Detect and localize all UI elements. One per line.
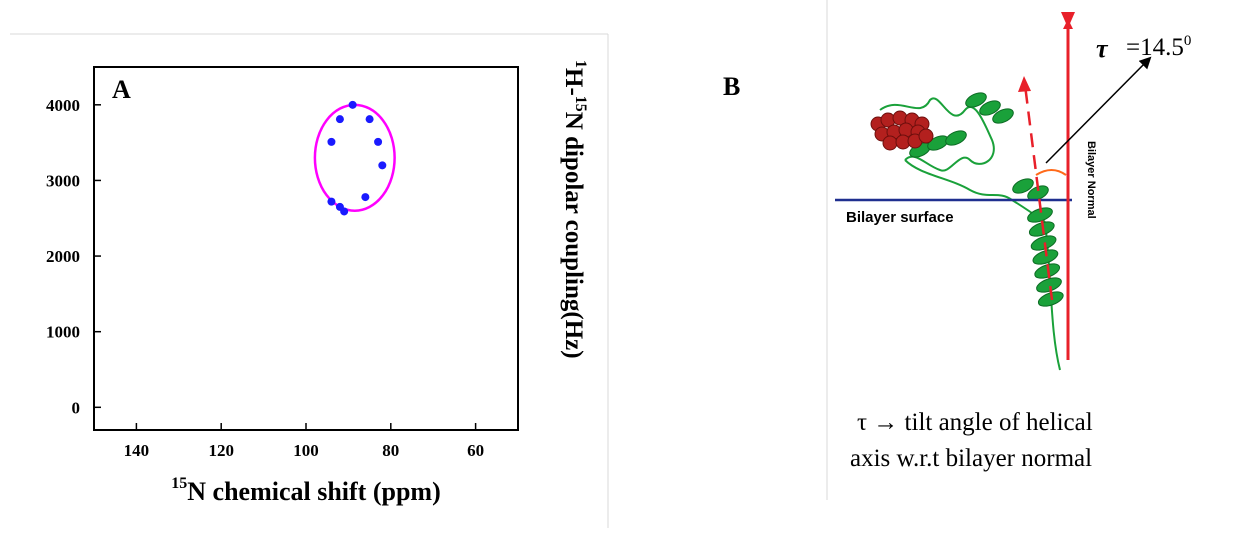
x-axis-label-text: N chemical shift (ppm) (187, 477, 440, 506)
helix-axis-arrowhead (1018, 76, 1031, 92)
x-axis-label: 15N chemical shift (ppm) (171, 475, 440, 506)
transmembrane-helix (1027, 207, 1064, 307)
protein-linker (904, 159, 1046, 223)
membrane-orientation-diagram: B Bilayer surface Bilayer Normal τ =14.5… (723, 0, 1191, 500)
fit-ellipse (313, 103, 396, 212)
caption-line-1: τ → tilt angle of helical (857, 409, 1093, 436)
caption-line-2: axis w.r.t bilayer normal (850, 445, 1092, 472)
plot-frame (93, 66, 519, 431)
helix-turn (979, 100, 1001, 116)
y-axis-label-superscript-2: 15 (572, 96, 589, 112)
y-tick-label: 4000 (46, 96, 80, 115)
data-marks (313, 100, 396, 216)
y-axis-ticks: 0 1000 2000 3000 4000 (46, 96, 101, 417)
data-point (378, 161, 387, 170)
panel-label-a: A (112, 75, 131, 104)
x-tick-label: 140 (124, 441, 150, 460)
data-point (374, 137, 383, 146)
y-tick-label: 1000 (46, 323, 80, 342)
helix-turn (992, 108, 1014, 124)
helix-axis-dashed (1023, 84, 1054, 301)
y-axis-label-superscript-1: 1 (572, 60, 589, 68)
helix-turn (1027, 185, 1049, 201)
tilt-angle-arc (1035, 169, 1067, 176)
tau-value: =14.50 (1126, 33, 1191, 61)
bilayer-normal-label: Bilayer Normal (1085, 141, 1097, 219)
helix-turn (1032, 249, 1059, 265)
x-axis-label-superscript: 15 (171, 475, 187, 492)
tau-symbol: τ (1096, 34, 1109, 63)
data-point (327, 137, 336, 146)
data-point (348, 100, 357, 109)
x-axis-ticks: 140 120 100 80 60 (124, 423, 484, 460)
x-tick-label: 100 (293, 441, 319, 460)
tau-value-number: =14.5 (1126, 34, 1184, 61)
ligand-atom (882, 135, 898, 151)
x-tick-label: 60 (467, 441, 484, 460)
ligand-spheres (870, 110, 934, 151)
helix-turn (1028, 221, 1055, 237)
protein-structure (870, 92, 1064, 371)
bilayer-normal-arrowhead (1061, 12, 1075, 28)
tau-pointer-arrow (1045, 56, 1152, 164)
helix-turn (945, 130, 967, 146)
y-tick-label: 0 (72, 398, 81, 417)
tau-degree-superscript: 0 (1184, 33, 1192, 49)
data-point (327, 197, 336, 206)
panel-a: 140 120 100 80 60 0 1000 2000 3000 4000 A 15N ch… (0, 0, 620, 528)
panel-b: B Bilayer surface Bilayer Normal τ =14.5… (620, 0, 1254, 528)
helix-turn (965, 92, 987, 108)
bilayer-surface-label: Bilayer surface (846, 209, 954, 226)
panel-label-b: B (723, 72, 740, 101)
y-axis-label-text: N dipolar coupling(Hz) (560, 112, 587, 359)
y-axis-label-h: H- (560, 68, 587, 96)
x-tick-label: 80 (382, 441, 399, 460)
y-tick-label: 3000 (46, 171, 80, 190)
data-point (335, 115, 344, 124)
y-axis-label: 1H-15N dipolar coupling(Hz) (560, 60, 589, 359)
soluble-helix (909, 92, 1049, 201)
ligand-atom (918, 128, 934, 144)
protein-loop (879, 97, 995, 172)
y-tick-label: 2000 (46, 247, 80, 266)
x-tick-label: 120 (208, 441, 234, 460)
data-point (361, 193, 370, 202)
data-point (340, 207, 349, 216)
data-point (365, 115, 374, 124)
helix-turn (1012, 178, 1034, 194)
